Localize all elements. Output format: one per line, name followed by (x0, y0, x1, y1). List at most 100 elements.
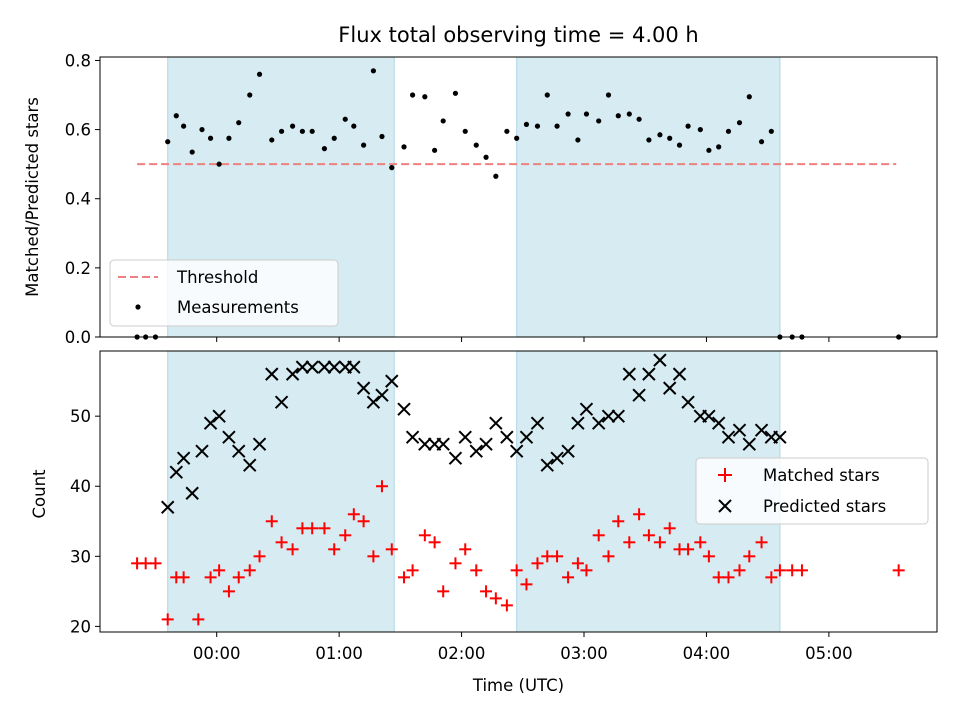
bottom-legend-box (695, 457, 929, 525)
top-ytick-label: 0.2 (65, 259, 91, 278)
bottom-axis-ticks: 20 30 40 50 00:00 01:00 02:00 03:00 04:00 05:00 (70, 407, 853, 663)
legend-matched-label: Matched stars (763, 466, 880, 485)
predicted-star-point (418, 437, 432, 451)
measurement-point (462, 128, 468, 134)
bottom-xlabel: Time (UTC) (472, 676, 564, 695)
predicted-star-point (681, 395, 695, 409)
measurement-point (256, 71, 263, 77)
predicted-star-point (672, 367, 687, 381)
matched-star-point (347, 508, 360, 521)
predicted-star-point (232, 444, 246, 458)
predicted-star-point (397, 402, 411, 416)
matched-star-point (437, 585, 450, 598)
matched-star-point (682, 543, 695, 556)
predicted-star-point (742, 437, 757, 451)
matched-star-point (592, 529, 605, 542)
matched-star-point (580, 564, 593, 577)
predicted-star-point (622, 367, 637, 381)
measurement-point (370, 68, 377, 74)
bottom-xtick-label: 04:00 (683, 644, 731, 663)
measurement-point (706, 147, 712, 153)
measurement-point (342, 116, 348, 122)
predicted-star-point (479, 437, 493, 451)
measurement-point (379, 133, 385, 140)
measurement-point (596, 118, 602, 124)
matched-star-point (357, 515, 370, 528)
predicted-star-point (519, 430, 534, 444)
predicted-star-point (295, 360, 310, 374)
predicted-star-point (252, 437, 267, 451)
matched-star-point (755, 536, 768, 549)
predicted-star-point (274, 395, 289, 409)
matched-star-point (743, 550, 756, 563)
predicted-star-point (375, 388, 389, 402)
measurement-point (504, 128, 510, 134)
measurement-point (493, 173, 499, 179)
matched-star-point (406, 564, 419, 577)
top-axes-frame (99, 56, 938, 338)
predicted-star-point (161, 500, 175, 514)
matched-star-point (653, 536, 666, 549)
predicted-star-point (243, 458, 257, 472)
predicted-star-point (195, 444, 209, 458)
predicted-star-point (550, 451, 564, 465)
measurement-point (432, 147, 438, 153)
bottom-xtick-label: 05:00 (805, 644, 853, 663)
measurement-point (440, 118, 446, 124)
matched-star-point (612, 515, 625, 528)
bottom-legend: Matched stars Predicted stars (695, 457, 929, 525)
measurement-point (746, 94, 752, 100)
measurement-point (299, 128, 305, 134)
predicted-star-point (721, 430, 736, 444)
predicted-star-point (702, 409, 716, 423)
measurement-point (409, 92, 416, 98)
measurement-point (401, 144, 407, 150)
predicted-star-point (561, 444, 575, 458)
matched-star-point (489, 592, 502, 605)
measurement-point (351, 123, 357, 129)
predicted-star-point (469, 444, 483, 458)
legend-matched-swatch (718, 468, 732, 482)
top-ytick-label: 0.0 (65, 328, 91, 347)
measurement-point (331, 135, 337, 141)
ratio-panel: 0.00.20.40.60.8 Matched/Predicted stars … (23, 51, 938, 347)
matched-star-point (702, 550, 715, 563)
measurement-point (554, 123, 560, 129)
matched-star-point (265, 515, 278, 528)
matched-star-point (328, 543, 341, 556)
predicted-star-point (448, 451, 463, 465)
bottom-xtick-label: 01:00 (315, 644, 363, 663)
matched-star-point (623, 536, 636, 549)
predicted-star-point (265, 367, 279, 381)
measurement-point (452, 90, 459, 96)
matched-star-point (795, 564, 808, 577)
legend-threshold-label: Threshold (176, 268, 258, 287)
measurement-point (768, 128, 774, 134)
predicted-star-point (327, 360, 341, 374)
bottom-window-1 (167, 350, 395, 633)
top-legend: Threshold Measurements (109, 259, 339, 327)
measurement-point (361, 142, 367, 148)
measurement-point (483, 154, 489, 160)
predicted-star-point (305, 360, 319, 374)
measurement-point (646, 137, 652, 143)
matched-star-point (694, 536, 707, 549)
predicted-star-point (754, 423, 769, 437)
measurement-point (736, 120, 743, 126)
top-window-2 (516, 56, 781, 338)
matched-star-point (318, 522, 331, 535)
matched-star-point (204, 571, 217, 584)
matched-star-point (375, 480, 388, 493)
top-ytick-label: 0.6 (65, 121, 91, 140)
matched-star-point (213, 564, 226, 577)
predicted-star-point (500, 430, 514, 444)
matched-star-point (449, 557, 462, 570)
matched-star-point (602, 550, 615, 563)
measurement-point (321, 146, 328, 152)
predicted-star-point (540, 458, 554, 472)
matched-star-point (385, 543, 398, 556)
predicted-star-point (169, 465, 183, 479)
matched-star-point (192, 613, 205, 626)
top-axis-ticks: 0.0 0.2 0.4 0.6 0.8 (65, 51, 830, 347)
